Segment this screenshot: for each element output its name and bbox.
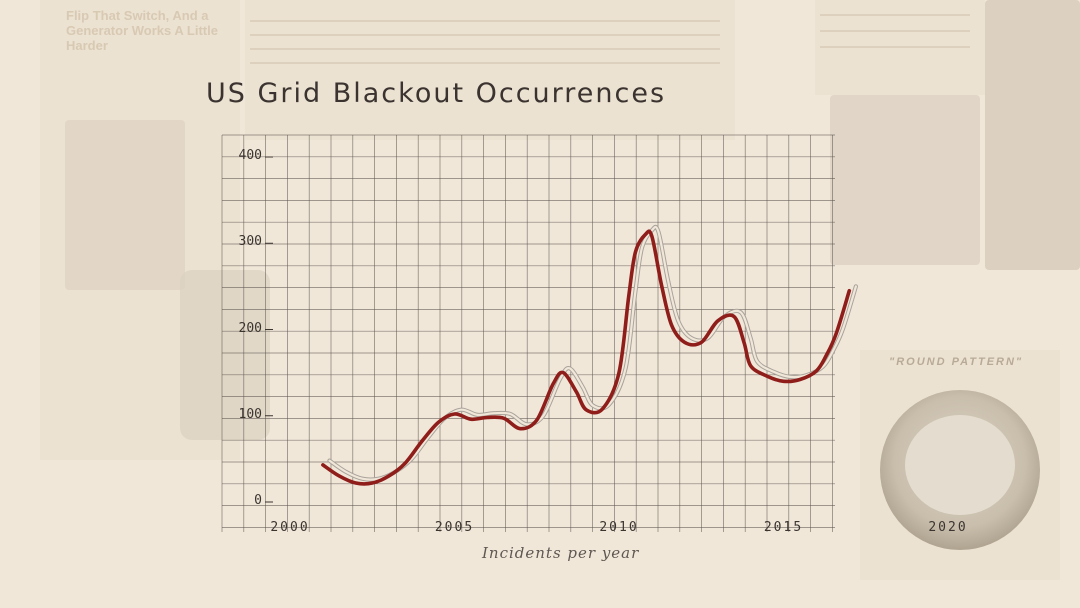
y-tick-label: 200 xyxy=(238,320,262,336)
series-line-blackouts xyxy=(321,229,852,486)
x-tick-label: 2020 xyxy=(928,520,968,535)
ghost-series-line-inner xyxy=(328,225,857,481)
bg-text-line xyxy=(250,34,720,36)
bg-photo-transformers xyxy=(830,95,980,265)
bg-text-line xyxy=(820,14,970,16)
bg-text-line xyxy=(250,20,720,22)
y-tick-label: 0 xyxy=(254,493,262,508)
x-tick-label: 2010 xyxy=(599,520,639,535)
bg-newspaper-clip-top xyxy=(245,0,735,140)
bg-newspaper-headline: Flip That Switch, And a Generator Works … xyxy=(66,8,218,53)
y-tick-label: 100 xyxy=(238,406,262,422)
bg-meter-face xyxy=(905,415,1015,515)
bg-illustration-transformer xyxy=(180,270,270,440)
x-tick-label: 2015 xyxy=(763,520,804,535)
y-tick-label: 400 xyxy=(238,148,262,163)
chart-title: US Grid Blackout Occurrences xyxy=(206,78,667,109)
x-tick-label: 2000 xyxy=(270,520,310,535)
bg-meter-caption: "ROUND PATTERN" xyxy=(889,356,1024,368)
x-tick-label: 2005 xyxy=(434,520,475,535)
bg-illustration-map xyxy=(65,120,185,290)
bg-text-line xyxy=(820,46,970,48)
bg-photo-dam xyxy=(985,0,1080,270)
bg-text-line xyxy=(820,30,970,32)
y-axis-ticks xyxy=(265,156,273,503)
bg-text-line xyxy=(250,62,720,64)
y-tick-label: 300 xyxy=(238,234,262,250)
axis-label: Incidents per year xyxy=(482,544,640,562)
chart-series-layer xyxy=(321,224,858,486)
bg-text-line xyxy=(250,48,720,50)
